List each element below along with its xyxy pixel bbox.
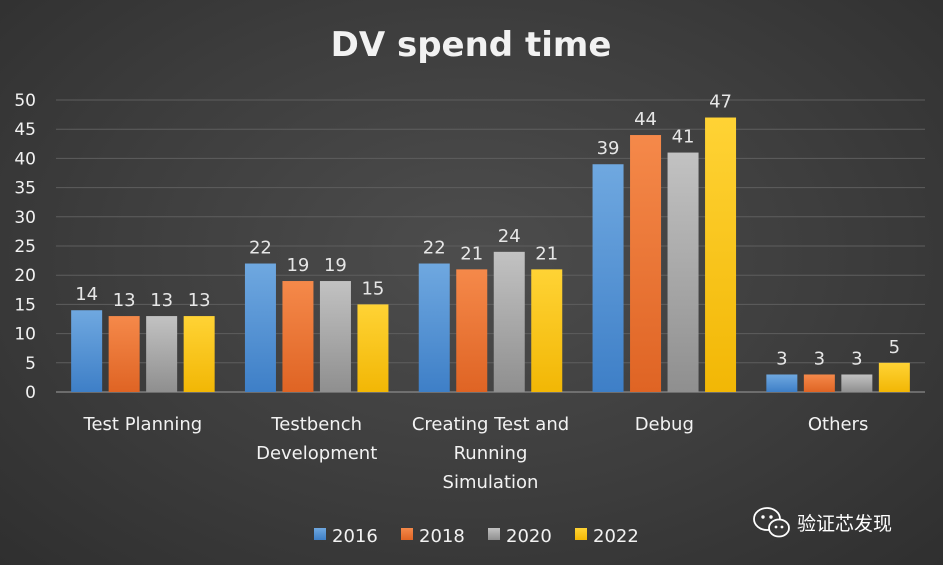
data-label: 3 xyxy=(814,348,825,369)
bar-2022 xyxy=(357,304,389,392)
y-tick-label: 30 xyxy=(14,208,36,228)
data-label: 3 xyxy=(776,348,787,369)
bar-2022 xyxy=(878,362,910,392)
category-label: Testbench xyxy=(270,414,362,435)
watermark-text: 验证芯发现 xyxy=(797,513,892,535)
legend-swatch xyxy=(314,528,326,540)
legend-label: 2018 xyxy=(419,526,465,547)
legend-item-2018[interactable]: 2018 xyxy=(401,526,465,547)
data-label: 21 xyxy=(535,243,558,264)
bar-2020 xyxy=(146,316,178,392)
bar-2022 xyxy=(531,269,563,392)
bar-2018 xyxy=(803,374,835,392)
category-label: Test Planning xyxy=(83,414,203,435)
bar-2022 xyxy=(183,316,215,392)
chart-title: DV spend time xyxy=(331,25,612,65)
legend[interactable]: 2016 2018 2020 2022 xyxy=(314,526,639,547)
bar-2020 xyxy=(841,374,873,392)
data-label: 24 xyxy=(498,226,521,247)
data-label: 21 xyxy=(460,243,483,264)
bar-2016 xyxy=(418,263,450,392)
data-label: 13 xyxy=(113,290,136,311)
category-label: Running xyxy=(454,443,528,464)
bar-2018 xyxy=(108,316,140,392)
wechat-icon xyxy=(753,507,790,538)
bar-2020 xyxy=(667,152,699,392)
bar-2020 xyxy=(319,281,351,392)
data-labels: 14 13 13 13 22 19 19 15 22 21 24 21 39 44 41 47 3 3 3 5 xyxy=(75,92,900,370)
bar-2022 xyxy=(705,117,737,393)
y-tick-label: 20 xyxy=(14,266,36,286)
bar-2018 xyxy=(630,135,662,393)
y-tick-label: 10 xyxy=(14,325,36,345)
data-label: 19 xyxy=(286,255,309,276)
data-label: 3 xyxy=(851,348,862,369)
data-label: 44 xyxy=(634,109,657,130)
data-label: 13 xyxy=(188,290,211,311)
data-label: 47 xyxy=(709,92,732,113)
data-label: 22 xyxy=(249,238,272,259)
category-label: Creating Test and xyxy=(412,414,569,435)
data-label: 13 xyxy=(150,290,173,311)
legend-item-2022[interactable]: 2022 xyxy=(575,526,639,547)
y-tick-label: 35 xyxy=(14,179,36,199)
y-tick-label: 45 xyxy=(14,120,36,140)
bar-2016 xyxy=(592,164,624,392)
data-label: 41 xyxy=(672,127,695,148)
y-tick-label: 0 xyxy=(25,383,36,403)
legend-item-2016[interactable]: 2016 xyxy=(314,526,378,547)
y-tick-label: 25 xyxy=(14,237,36,257)
category-label: Others xyxy=(808,414,869,435)
bar-2018 xyxy=(456,269,488,392)
bars xyxy=(71,117,910,393)
data-label: 22 xyxy=(423,238,446,259)
data-label: 14 xyxy=(75,284,98,305)
x-axis-labels: Test Planning Testbench Development Creatin… xyxy=(83,414,869,493)
legend-label: 2016 xyxy=(332,526,378,547)
y-tick-label: 40 xyxy=(14,149,36,169)
y-tick-label: 50 xyxy=(14,91,36,111)
category-label: Debug xyxy=(635,414,694,435)
category-label: Development xyxy=(256,443,377,464)
legend-swatch xyxy=(488,528,500,540)
y-tick-label: 5 xyxy=(25,354,36,374)
bar-2016 xyxy=(766,374,798,392)
watermark: 验证芯发现 xyxy=(753,507,892,538)
legend-swatch xyxy=(401,528,413,540)
legend-swatch xyxy=(575,528,587,540)
data-label: 19 xyxy=(324,255,347,276)
data-label: 5 xyxy=(889,337,900,358)
legend-label: 2020 xyxy=(506,526,552,547)
bar-2018 xyxy=(282,281,314,392)
category-label: Simulation xyxy=(443,472,539,493)
legend-item-2020[interactable]: 2020 xyxy=(488,526,552,547)
y-tick-label: 15 xyxy=(14,295,36,315)
data-label: 15 xyxy=(361,278,384,299)
bar-2016 xyxy=(244,263,276,392)
legend-label: 2022 xyxy=(593,526,639,547)
bar-2016 xyxy=(71,310,103,392)
bar-2020 xyxy=(493,251,525,392)
data-label: 39 xyxy=(597,138,620,159)
